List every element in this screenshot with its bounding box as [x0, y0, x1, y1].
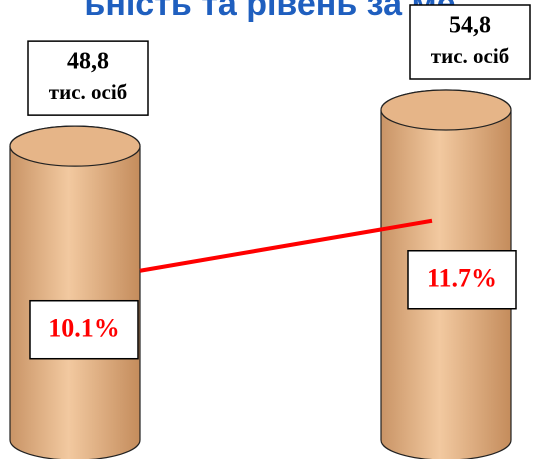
cylinder [9, 125, 141, 459]
percent-label-box [407, 250, 517, 310]
line-series [139, 218, 433, 273]
percent-label-box [29, 299, 139, 360]
cylinder-top [9, 125, 141, 167]
value-label: 48,8 [67, 49, 109, 75]
value-label-box [27, 40, 149, 116]
value-unit: тис. осіб [431, 44, 509, 68]
value-label: 54,8 [449, 13, 491, 39]
chart-title: ьність та рівень за ме [84, 0, 455, 23]
value-label-box [409, 4, 531, 80]
value-unit: тис. осіб [49, 80, 127, 104]
percent-label: 11.7% [427, 264, 497, 293]
percent-label: 10.1% [48, 314, 120, 343]
cylinder-top [380, 89, 512, 131]
